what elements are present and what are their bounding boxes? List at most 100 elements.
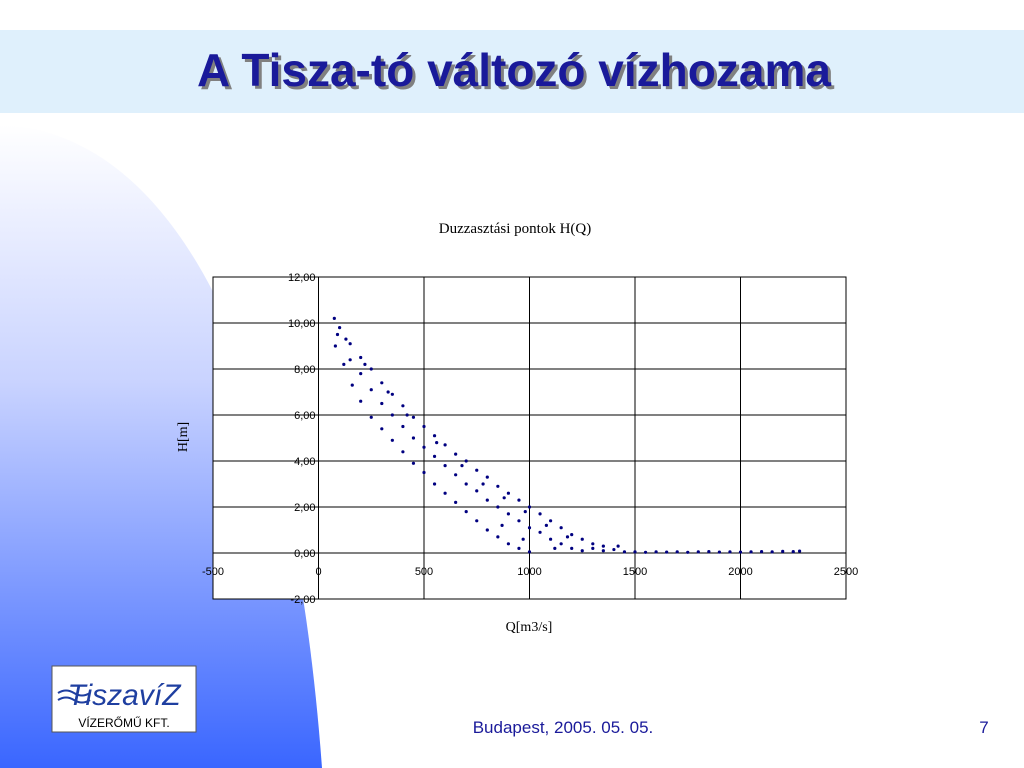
point xyxy=(544,523,548,528)
point xyxy=(363,362,367,366)
point xyxy=(485,498,489,502)
point xyxy=(475,489,479,493)
point xyxy=(523,510,527,514)
x-tick-label: 500 xyxy=(415,566,433,578)
header-band xyxy=(0,30,1024,113)
point xyxy=(348,358,352,362)
point xyxy=(342,362,346,366)
point xyxy=(401,450,405,454)
point xyxy=(591,546,595,551)
point xyxy=(696,550,700,554)
point xyxy=(601,549,605,553)
y-tick-label: 4,00 xyxy=(294,456,315,468)
point xyxy=(369,415,373,419)
point xyxy=(496,535,500,539)
point xyxy=(517,498,521,502)
point xyxy=(517,519,521,523)
point xyxy=(580,549,584,553)
point xyxy=(517,546,521,551)
point xyxy=(500,523,504,528)
point xyxy=(432,454,437,458)
x-tick-label: 2000 xyxy=(728,566,752,578)
plot: -2,00 0,00 2,00 4,00 6,00 8,00 10,00 12,00 -500 0… xyxy=(202,272,858,606)
point xyxy=(728,550,732,554)
y-tick-label: 0,00 xyxy=(294,548,315,560)
y-tick-label: 2,00 xyxy=(294,502,315,514)
point xyxy=(570,533,574,537)
point xyxy=(475,468,479,472)
point xyxy=(390,392,394,396)
point xyxy=(781,549,785,553)
y-tick-label: 8,00 xyxy=(294,364,315,376)
point xyxy=(643,550,648,554)
point xyxy=(553,546,557,551)
point xyxy=(435,441,439,445)
point xyxy=(496,484,500,488)
point xyxy=(565,535,570,539)
x-tick-label: 0 xyxy=(315,566,321,578)
point xyxy=(338,326,342,330)
point xyxy=(527,550,532,554)
point xyxy=(380,401,384,406)
x-tick-label: -500 xyxy=(202,566,224,578)
point xyxy=(496,505,500,509)
point xyxy=(616,544,620,548)
point xyxy=(622,550,627,554)
point xyxy=(749,550,753,554)
point xyxy=(549,537,553,541)
point xyxy=(791,550,795,554)
point xyxy=(344,337,348,341)
point xyxy=(454,473,458,477)
point xyxy=(380,381,384,385)
point xyxy=(335,332,340,337)
point xyxy=(460,464,464,468)
logo-subtitle: VÍZERŐMŰ KFT. xyxy=(78,715,169,730)
y-axis-title: H[m] xyxy=(176,422,191,452)
point xyxy=(386,390,390,394)
point xyxy=(350,383,354,387)
point xyxy=(717,550,722,554)
point xyxy=(390,413,394,417)
point xyxy=(665,550,669,554)
logo-waves xyxy=(57,689,91,704)
point xyxy=(422,424,426,429)
point xyxy=(422,470,426,475)
point xyxy=(481,482,485,486)
point xyxy=(432,434,437,438)
point xyxy=(401,424,405,429)
point xyxy=(359,355,363,360)
point xyxy=(454,500,458,504)
page-number: 7 xyxy=(979,718,988,737)
point xyxy=(506,542,510,546)
y-tick-label: -2,00 xyxy=(290,594,315,606)
chart-title: Duzzasztási pontok H(Q) xyxy=(439,221,591,237)
point xyxy=(760,550,764,554)
y-tick-label: 6,00 xyxy=(294,410,315,422)
point xyxy=(770,550,774,554)
point xyxy=(369,367,373,371)
point xyxy=(797,549,802,553)
point xyxy=(506,491,510,495)
point xyxy=(633,550,637,554)
point xyxy=(549,519,553,523)
point xyxy=(591,542,595,546)
point xyxy=(464,482,468,486)
point xyxy=(538,512,542,516)
point xyxy=(559,526,563,530)
point xyxy=(686,550,690,554)
point xyxy=(527,526,532,530)
point xyxy=(380,427,384,431)
point xyxy=(411,415,416,419)
x-tick-label: 1000 xyxy=(517,566,541,578)
decoration xyxy=(0,125,322,768)
point xyxy=(348,342,352,346)
point xyxy=(612,547,616,552)
title-shadow: A Tisza-tó változó vízhozama xyxy=(200,47,834,99)
x-tick-label: 2500 xyxy=(834,566,858,578)
point xyxy=(506,512,510,516)
point xyxy=(443,491,447,495)
point xyxy=(570,546,574,551)
point xyxy=(502,496,506,500)
